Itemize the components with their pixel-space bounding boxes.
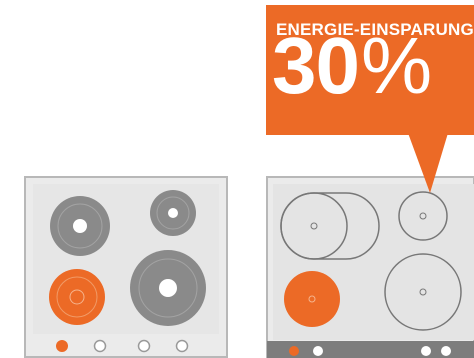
callout-percent-sign: % <box>360 26 433 106</box>
savings-callout <box>266 5 474 193</box>
callout-value: 30% <box>272 26 474 106</box>
knob-indicator-1-active <box>56 340 68 352</box>
induction-cooktop <box>266 176 474 358</box>
callout-title: ENERGIE-EINSPARUNG <box>276 20 474 39</box>
burner-bottom-right <box>130 250 206 326</box>
touch-indicator-1-active <box>289 346 299 356</box>
zone-extended-left <box>280 192 380 260</box>
callout-box <box>266 5 474 135</box>
zone-bottom-left-active <box>284 271 340 327</box>
knob-indicator-3 <box>137 339 151 353</box>
touch-indicator-4 <box>441 346 451 356</box>
burner-bottom-left-active <box>49 269 105 325</box>
knob-indicator-4 <box>175 339 189 353</box>
conventional-cooktop <box>24 176 228 358</box>
touch-indicator-2 <box>313 346 323 356</box>
zone-bottom-right <box>384 253 462 331</box>
zone-top-right <box>398 191 448 241</box>
knob-indicator-2 <box>93 339 107 353</box>
burner-top-left <box>50 196 110 256</box>
burner-top-right <box>150 190 196 236</box>
touch-indicator-3 <box>421 346 431 356</box>
callout-number: 30 <box>272 26 360 106</box>
callout-pointer <box>408 133 448 193</box>
